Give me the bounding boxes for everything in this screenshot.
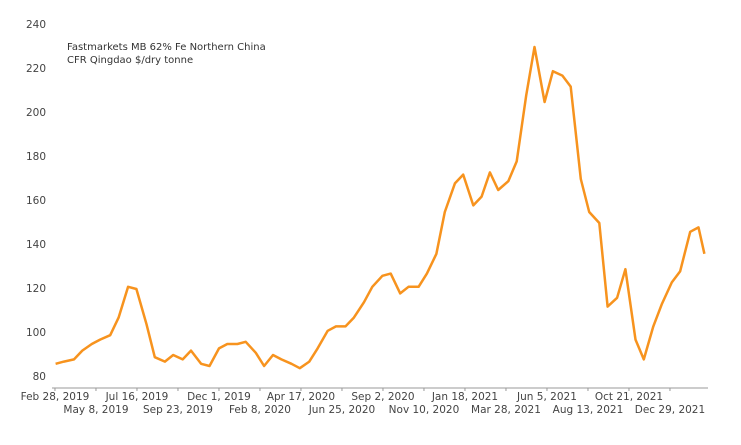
y-tick-label: 200 — [26, 107, 46, 119]
annotation: CFR Qingdao $/dry tonne — [67, 55, 193, 66]
y-tick-label: 80 — [33, 371, 46, 383]
x-tick-label: Nov 10, 2020 — [389, 404, 460, 416]
price-line — [55, 45, 706, 370]
y-tick-label: 100 — [26, 327, 46, 339]
x-tick-label: Feb 28, 2019 — [21, 391, 90, 403]
x-tick-label: Jun 25, 2020 — [308, 404, 376, 416]
x-tick-label: Sep 23, 2019 — [143, 404, 213, 416]
y-tick-label: 140 — [26, 239, 46, 251]
y-tick-label: 120 — [26, 283, 46, 295]
x-tick-label: Jul 16, 2019 — [105, 391, 169, 403]
x-tick-label: May 8, 2019 — [63, 404, 128, 416]
y-tick-label: 180 — [26, 151, 46, 163]
x-tick-label: Aug 13, 2021 — [553, 404, 624, 416]
x-tick-label: Dec 1, 2019 — [187, 391, 251, 403]
y-tick-label: 220 — [26, 63, 46, 75]
x-tick-label: Sep 2, 2020 — [351, 391, 414, 403]
annotation: Fastmarkets MB 62% Fe Northern China — [67, 42, 266, 53]
x-tick-label: Dec 29, 2021 — [635, 404, 705, 416]
x-tick-label: Apr 17, 2020 — [267, 391, 335, 403]
y-tick-label: 240 — [26, 19, 46, 31]
x-tick-label: Jun 5, 2021 — [516, 391, 577, 403]
x-tick-label: Feb 8, 2020 — [229, 404, 291, 416]
x-tick-label: Mar 28, 2021 — [471, 404, 541, 416]
y-tick-label: 160 — [26, 195, 46, 207]
x-tick-label: Oct 21, 2021 — [595, 391, 663, 403]
x-tick-label: Jan 18, 2021 — [431, 391, 498, 403]
